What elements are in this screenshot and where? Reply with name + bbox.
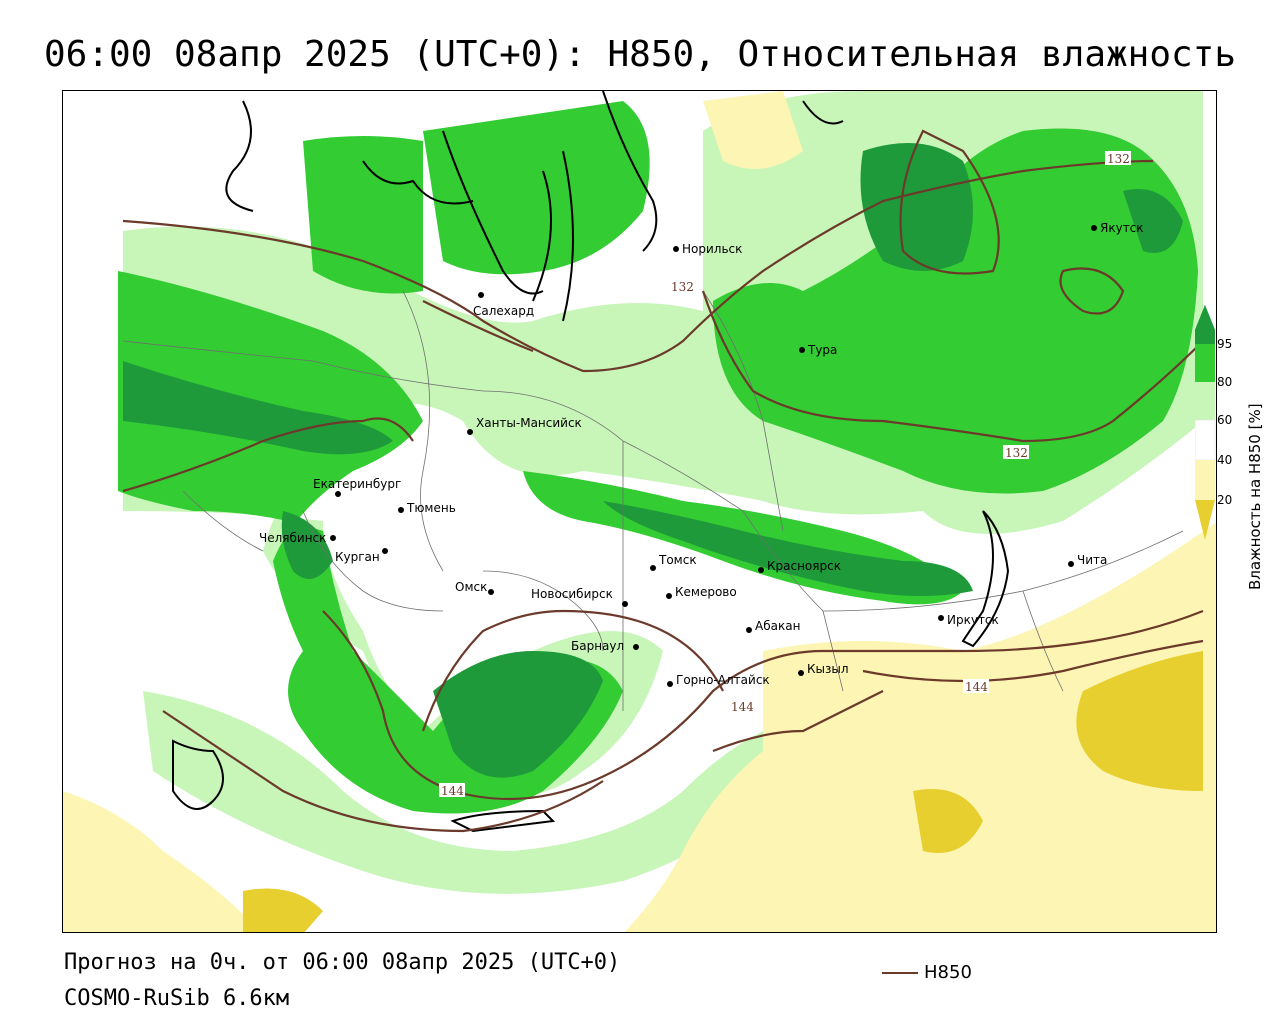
isoline-label: 132 bbox=[1005, 446, 1028, 460]
city-markers: Норильск Якутск Салехард Тура Ханты-Манс… bbox=[259, 221, 1144, 687]
city-kemerovo: Кемерово bbox=[666, 585, 737, 599]
isoline-label: 132 bbox=[1107, 152, 1130, 166]
svg-text:Чита: Чита bbox=[1077, 553, 1107, 567]
svg-text:Барнаул: Барнаул bbox=[571, 639, 624, 653]
colorbar-band-60-80 bbox=[1195, 382, 1215, 420]
city-omsk: Омск bbox=[455, 580, 494, 595]
svg-text:Иркутск: Иркутск bbox=[947, 613, 999, 627]
city-norilsk: Норильск bbox=[673, 242, 742, 256]
coastlines bbox=[172, 91, 1010, 833]
colorbar-title: Влажность на H850 [%] bbox=[1246, 403, 1264, 590]
colorbar-tick: 95 bbox=[1217, 337, 1232, 351]
svg-text:Салехард: Салехард bbox=[473, 304, 534, 318]
humidity-area-80-95 bbox=[303, 136, 423, 294]
humidity-area-above-95 bbox=[433, 651, 603, 778]
isoline-label: 144 bbox=[965, 680, 988, 694]
region-boundaries bbox=[122, 290, 1184, 711]
forecast-caption: Прогноз на 0ч. от 06:00 08апр 2025 (UTC+… bbox=[64, 950, 621, 975]
svg-text:Курган: Курган bbox=[335, 550, 380, 564]
colorbar-band-20-40 bbox=[1195, 460, 1215, 500]
svg-text:Омск: Омск bbox=[455, 580, 487, 594]
humidity-area-20-40 bbox=[624, 522, 1216, 932]
colorbar-tick: 40 bbox=[1217, 453, 1232, 467]
city-salekhard: Салехард bbox=[473, 292, 534, 318]
svg-text:Кемерово: Кемерово bbox=[675, 585, 737, 599]
svg-text:Якутск: Якутск bbox=[1100, 221, 1144, 235]
city-tyumen: Тюмень bbox=[398, 501, 456, 515]
svg-text:Тура: Тура bbox=[807, 343, 837, 357]
city-abakan: Абакан bbox=[746, 619, 800, 633]
svg-text:Горно-Алтайск: Горно-Алтайск bbox=[676, 673, 770, 687]
colorbar-band-above-95 bbox=[1195, 330, 1215, 344]
map-panel: 132 132 132 144 144 144 Норильск Якутск … bbox=[62, 90, 1217, 933]
city-gorno-altaysk: Горно-Алтайск bbox=[667, 673, 770, 687]
colorbar-band-80-95 bbox=[1195, 344, 1215, 382]
city-tura: Тура bbox=[799, 343, 837, 357]
svg-text:Томск: Томск bbox=[658, 553, 697, 567]
humidity-area-above-95 bbox=[281, 511, 333, 579]
svg-text:Абакан: Абакан bbox=[755, 619, 800, 633]
map-title: 06:00 08апр 2025 (UTC+0): H850, Относите… bbox=[43, 34, 1237, 75]
svg-text:Кызыл: Кызыл bbox=[807, 662, 849, 676]
humidity-area-20-40 bbox=[63, 791, 262, 932]
colorbar-tick: 60 bbox=[1217, 413, 1232, 427]
model-caption: COSMO-RuSib 6.6км bbox=[64, 986, 290, 1011]
humidity-area-above-95 bbox=[860, 143, 973, 271]
humidity-area-below-20 bbox=[243, 888, 323, 932]
svg-text:Новосибирск: Новосибирск bbox=[531, 587, 613, 601]
colorbar-band-40-60 bbox=[1195, 419, 1216, 461]
city-khanty-mansiysk: Ханты-Мансийск bbox=[467, 416, 582, 435]
isoline-label: 132 bbox=[671, 280, 694, 294]
city-yekaterinburg: Екатеринбург bbox=[313, 477, 401, 497]
humidity-map: 132 132 132 144 144 144 Норильск Якутск … bbox=[63, 91, 1216, 932]
svg-text:Екатеринбург: Екатеринбург bbox=[313, 477, 401, 491]
svg-text:Красноярск: Красноярск bbox=[767, 559, 841, 573]
city-yakutsk: Якутск bbox=[1091, 221, 1144, 235]
city-novosibirsk: Новосибирск bbox=[531, 587, 628, 607]
city-tomsk: Томск bbox=[650, 553, 697, 571]
svg-text:Тюмень: Тюмень bbox=[406, 501, 456, 515]
humidity-area-80-95 bbox=[423, 101, 650, 275]
svg-text:Ханты-Мансийск: Ханты-Мансийск bbox=[476, 416, 582, 430]
city-kyzyl: Кызыл bbox=[798, 662, 849, 676]
svg-text:Челябинск: Челябинск bbox=[259, 531, 326, 545]
humidity-area-above-95 bbox=[123, 361, 393, 455]
svg-text:Норильск: Норильск bbox=[682, 242, 742, 256]
humidity-area-below-20 bbox=[1076, 651, 1203, 791]
isoline-label: 144 bbox=[441, 784, 464, 798]
isoline-legend-label: H850 bbox=[924, 962, 972, 983]
isoline-label: 144 bbox=[731, 700, 754, 714]
city-krasnoyarsk: Красноярск bbox=[758, 559, 841, 573]
city-irkutsk: Иркутск bbox=[938, 613, 999, 627]
humidity-area-above-95 bbox=[1123, 189, 1183, 253]
h850-isolines bbox=[122, 129, 1204, 833]
city-chita: Чита bbox=[1068, 553, 1107, 567]
isoline-legend-swatch bbox=[882, 972, 918, 974]
colorbar-bottom-arrow bbox=[1195, 500, 1215, 540]
city-kurgan: Курган bbox=[335, 548, 388, 564]
isoline-labels: 132 132 132 144 144 144 bbox=[439, 151, 1131, 798]
isoline-legend: H850 bbox=[882, 962, 972, 983]
city-chelyabinsk: Челябинск bbox=[259, 531, 336, 545]
humidity-area-60-80 bbox=[143, 691, 783, 894]
humidity-area-80-95 bbox=[713, 128, 1198, 494]
humidity-area-above-95 bbox=[603, 501, 973, 596]
humidity-area-below-20 bbox=[913, 789, 983, 853]
city-barnaul: Барнаул bbox=[571, 639, 639, 653]
humidity-area-20-40 bbox=[703, 91, 803, 169]
colorbar-tick: 80 bbox=[1217, 375, 1232, 389]
colorbar-tick: 20 bbox=[1217, 493, 1232, 507]
humidity-colorbar: 95 80 60 40 20 bbox=[1195, 305, 1232, 540]
